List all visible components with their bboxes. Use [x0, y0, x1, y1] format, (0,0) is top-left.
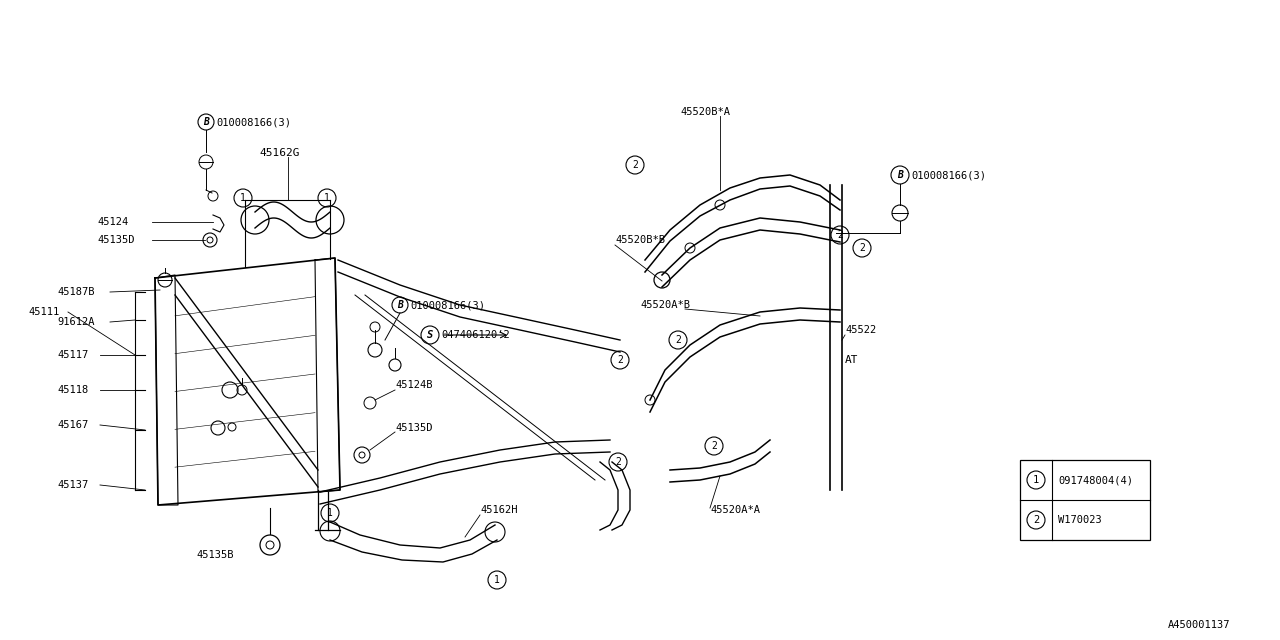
Text: 45520A*B: 45520A*B — [640, 300, 690, 310]
Text: 2: 2 — [859, 243, 865, 253]
Text: 45117: 45117 — [58, 350, 88, 360]
Bar — [1020, 460, 1149, 540]
Text: 2: 2 — [632, 160, 637, 170]
Text: 2: 2 — [837, 230, 844, 240]
Text: 1: 1 — [241, 193, 246, 203]
Text: 91612A: 91612A — [58, 317, 95, 327]
Text: 45124B: 45124B — [396, 380, 433, 390]
Text: 45187B: 45187B — [58, 287, 95, 297]
Text: 010008166(3): 010008166(3) — [216, 117, 291, 127]
Text: 45162G: 45162G — [260, 148, 301, 158]
Text: 45137: 45137 — [58, 480, 88, 490]
Text: 047406120‘2: 047406120‘2 — [442, 330, 509, 340]
Text: 45124: 45124 — [97, 217, 128, 227]
Text: 2: 2 — [675, 335, 681, 345]
Text: 45111: 45111 — [28, 307, 59, 317]
Text: 010008166(3): 010008166(3) — [911, 170, 986, 180]
Text: B: B — [897, 170, 902, 180]
Text: 1: 1 — [324, 193, 330, 203]
Text: S: S — [426, 330, 433, 340]
Text: 1: 1 — [494, 575, 500, 585]
Text: 2: 2 — [617, 355, 623, 365]
Text: 45135D: 45135D — [97, 235, 134, 245]
Text: 2: 2 — [1033, 515, 1039, 525]
Text: 2: 2 — [616, 457, 621, 467]
Text: B: B — [204, 117, 209, 127]
Text: 45162H: 45162H — [480, 505, 517, 515]
Text: 1: 1 — [1033, 475, 1039, 485]
Text: A450001137: A450001137 — [1167, 620, 1230, 630]
Text: 45520A*A: 45520A*A — [710, 505, 760, 515]
Text: 010008166(3): 010008166(3) — [410, 300, 485, 310]
Text: W170023: W170023 — [1059, 515, 1102, 525]
Text: 45118: 45118 — [58, 385, 88, 395]
Text: 091748004(4): 091748004(4) — [1059, 475, 1133, 485]
Text: 45167: 45167 — [58, 420, 88, 430]
Text: 45135B: 45135B — [196, 550, 234, 560]
Text: 45520B*B: 45520B*B — [614, 235, 666, 245]
Text: 1: 1 — [328, 508, 333, 518]
Text: AT: AT — [845, 355, 859, 365]
Text: 45522: 45522 — [845, 325, 877, 335]
Text: B: B — [397, 300, 403, 310]
Text: 45135D: 45135D — [396, 423, 433, 433]
Text: 45520B*A: 45520B*A — [680, 107, 730, 117]
Text: 2: 2 — [712, 441, 717, 451]
